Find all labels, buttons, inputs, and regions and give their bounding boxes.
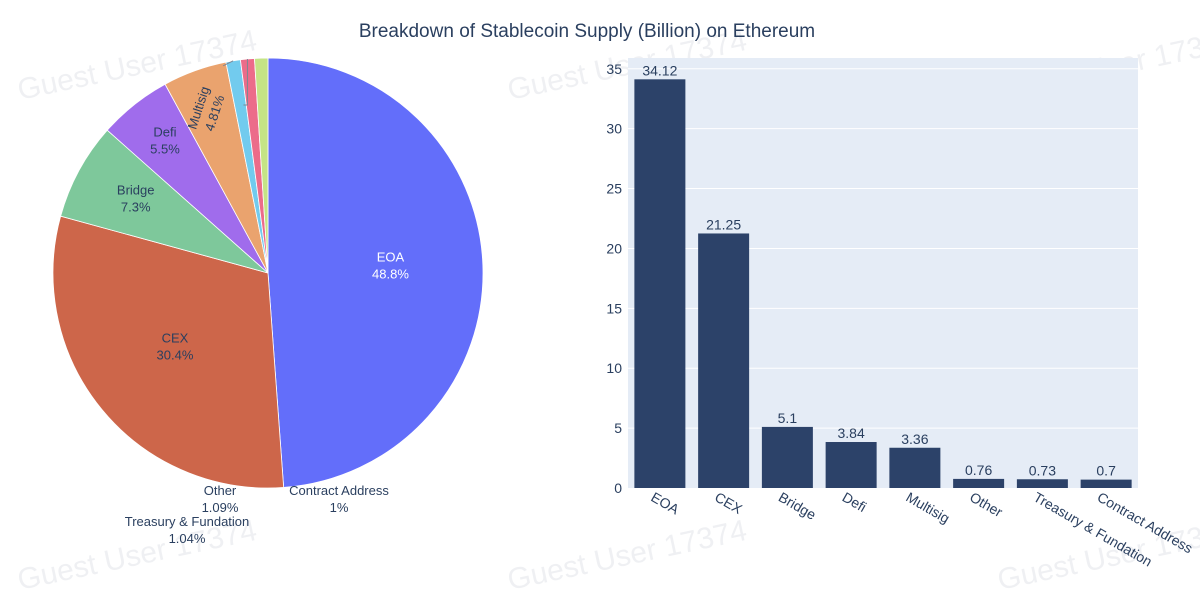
bar-eoa [634, 79, 686, 488]
pie-label: CEX 30.4% [157, 330, 194, 362]
y-tick-label: 25 [606, 181, 622, 197]
bar-other [953, 478, 1005, 488]
pie-label: Other 1.09% [202, 483, 239, 515]
bar-value-label: 3.36 [901, 431, 928, 447]
pie-slice-eoa [267, 57, 484, 488]
x-tick-label: CEX [712, 489, 746, 518]
x-tick-label: Other [967, 489, 1006, 521]
pie-label: Contract Address 1% [289, 483, 389, 515]
bar-cex [698, 233, 750, 488]
bar-value-label: 0.76 [965, 462, 992, 478]
bar-value-label: 34.12 [642, 62, 677, 78]
bar-bridge [761, 426, 813, 488]
bar-multisig [889, 447, 941, 488]
y-tick-label: 20 [606, 240, 622, 256]
bar-value-label: 21.25 [706, 216, 741, 232]
pie-label: Treasury & Fundation 1.04% [125, 514, 250, 546]
pie-label: Bridge 7.3% [117, 182, 155, 214]
pie-chart: EOA 48.8%CEX 30.4%Bridge 7.3%Defi 5.5%Multis… [52, 57, 484, 546]
bar-value-label: 5.1 [778, 410, 798, 426]
x-tick-label: Multisig [903, 489, 952, 527]
bar-contract-address [1080, 479, 1132, 488]
bar-value-label: 0.73 [1029, 462, 1056, 478]
bar-value-label: 0.7 [1096, 463, 1116, 479]
pie-label-leader [222, 60, 234, 67]
bar-value-label: 3.84 [838, 425, 865, 441]
pie-label-leader [243, 58, 248, 106]
bar-chart: 0 5 10 15 20 25 30 35 34.12 EOA 21.25 CEX 5.1 Bridge 3… [606, 58, 1196, 570]
pie-slice-contract-address [254, 57, 269, 274]
pie-label: Defi 5.5% [150, 124, 180, 156]
pie-label: EOA 48.8% [372, 250, 409, 282]
pie-slice-cex [52, 215, 285, 489]
y-tick-label: 35 [606, 61, 622, 77]
pie-slice-bridge [60, 129, 269, 274]
x-tick-label: Bridge [776, 489, 819, 523]
y-tick-label: 5 [614, 420, 622, 436]
bar-treasury-fundation [1016, 479, 1068, 488]
x-tick-label: Defi [840, 489, 870, 515]
y-tick-label: 15 [606, 300, 622, 316]
y-tick-label: 30 [606, 121, 622, 137]
bar-defi [825, 442, 877, 488]
y-tick-label: 0 [614, 480, 622, 496]
watermark-text: Guest User 17374 [505, 514, 750, 591]
x-tick-label: EOA [648, 489, 682, 518]
y-tick-label: 10 [606, 360, 622, 376]
chart-title: Breakdown of Stablecoin Supply (Billion)… [359, 21, 815, 42]
